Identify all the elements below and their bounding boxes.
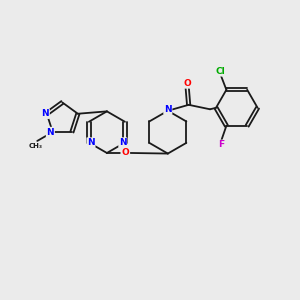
Text: N: N: [119, 138, 127, 147]
Text: Cl: Cl: [216, 67, 225, 76]
Text: F: F: [218, 140, 224, 149]
Text: CH₃: CH₃: [29, 143, 43, 149]
Text: N: N: [46, 128, 54, 136]
Text: O: O: [183, 79, 191, 88]
Text: N: N: [41, 109, 49, 118]
Text: O: O: [122, 148, 129, 158]
Text: N: N: [164, 105, 172, 114]
Text: N: N: [87, 138, 95, 147]
